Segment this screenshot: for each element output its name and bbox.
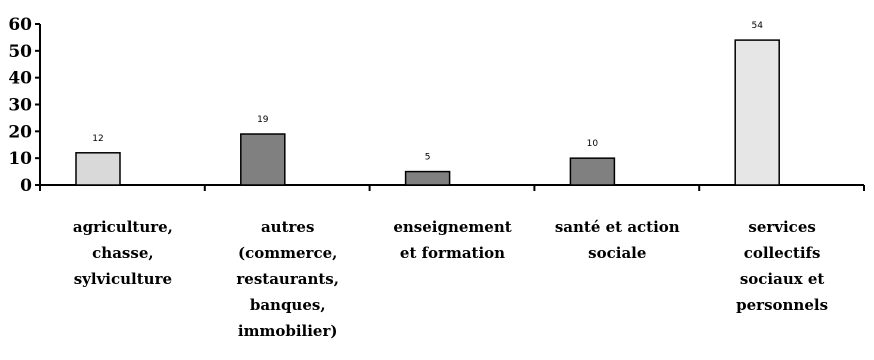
bar [569, 157, 616, 186]
x-category-label: enseignement et formation [370, 214, 535, 266]
y-tick-label: 50 [8, 42, 32, 62]
x-category-label: santé et action sociale [535, 214, 700, 266]
y-tick-label: 60 [8, 15, 32, 35]
x-category-label-line: services [748, 218, 816, 236]
x-category-label-line: personnels [736, 296, 829, 314]
data-label: 5 [425, 153, 431, 163]
data-label: 12 [92, 134, 103, 144]
y-tick-label: 10 [8, 149, 32, 169]
y-tick-label: 30 [8, 96, 32, 116]
x-category-label: autres (commerce, restaurants, banques, immo… [205, 214, 370, 344]
x-category-label-line: enseignement [393, 218, 512, 236]
x-category-label-line: santé et action [554, 218, 680, 236]
x-category-label-line: et formation [399, 244, 506, 262]
x-category-label-line: chasse, [92, 244, 154, 262]
bar [404, 170, 451, 186]
y-tick-label: 20 [8, 122, 32, 142]
bar [75, 152, 121, 186]
y-tick-label: 0 [20, 176, 32, 196]
x-category-label-line: immobilier) [237, 322, 338, 340]
data-label: 19 [257, 115, 269, 125]
data-label: 54 [751, 21, 763, 31]
x-category-label-line: banques, [249, 296, 326, 314]
x-category-label-line: restaurants, [236, 270, 339, 288]
y-tick-label: 40 [8, 69, 32, 89]
x-category-label-line: sylviculture [73, 270, 173, 288]
bar [734, 39, 780, 186]
x-category-label-line: sociale [588, 244, 647, 262]
x-category-label-line: agriculture, [72, 218, 173, 236]
x-category-label-line: (commerce, [238, 244, 338, 262]
x-category-label-line: collectifs [743, 244, 821, 262]
x-category-label: services collectifs sociaux et personnels [700, 214, 865, 318]
x-category-label: agriculture, chasse, sylviculture [40, 214, 205, 292]
x-category-label-line: autres [260, 218, 315, 236]
x-category-label-line: sociaux et [739, 270, 825, 288]
bar [240, 133, 286, 186]
data-label: 10 [587, 139, 599, 149]
